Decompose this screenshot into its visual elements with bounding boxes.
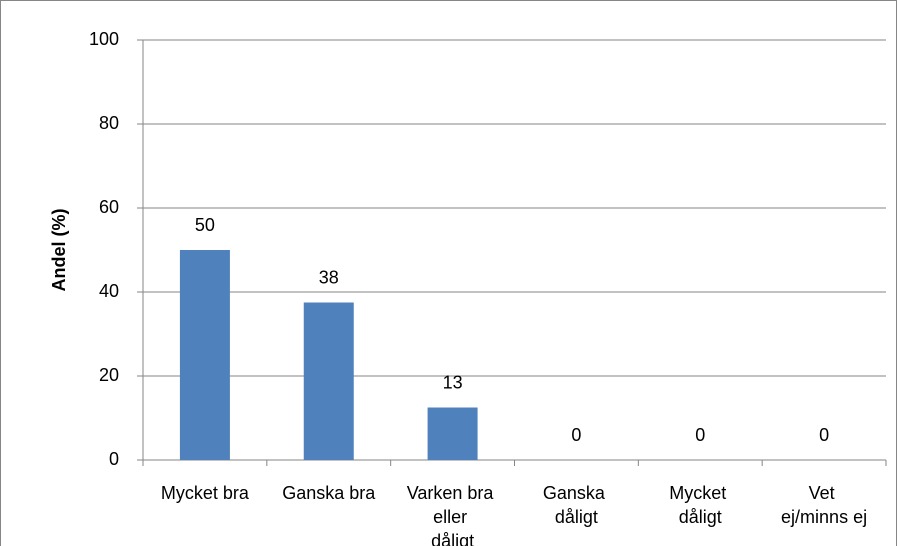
value-label: 0: [819, 425, 829, 445]
value-label: 13: [443, 372, 463, 392]
x-tick-label: Mycket dåligt: [669, 483, 731, 527]
y-tick-label: 0: [109, 449, 119, 469]
value-label: 0: [695, 425, 705, 445]
y-tick-label: 80: [99, 113, 119, 133]
y-tick-label: 100: [89, 29, 119, 49]
bar: [427, 407, 478, 460]
x-tick-label: Mycket bra: [161, 483, 250, 503]
y-tick-label: 60: [99, 197, 119, 217]
x-tick-label: Ganska dåligt: [543, 483, 610, 527]
value-label: 0: [571, 425, 581, 445]
x-tick-label: Vet ej/minns ej: [781, 483, 867, 527]
x-tick-label: Varken bra eller dåligt: [407, 483, 499, 546]
x-tick-label: Ganska bra: [282, 483, 376, 503]
y-tick-label: 20: [99, 365, 119, 385]
value-label: 50: [195, 215, 215, 235]
bar: [179, 250, 230, 460]
y-tick-label: 40: [99, 281, 119, 301]
bar: [303, 302, 354, 460]
y-axis-title: Andel (%): [49, 208, 69, 291]
value-label: 38: [319, 267, 339, 287]
